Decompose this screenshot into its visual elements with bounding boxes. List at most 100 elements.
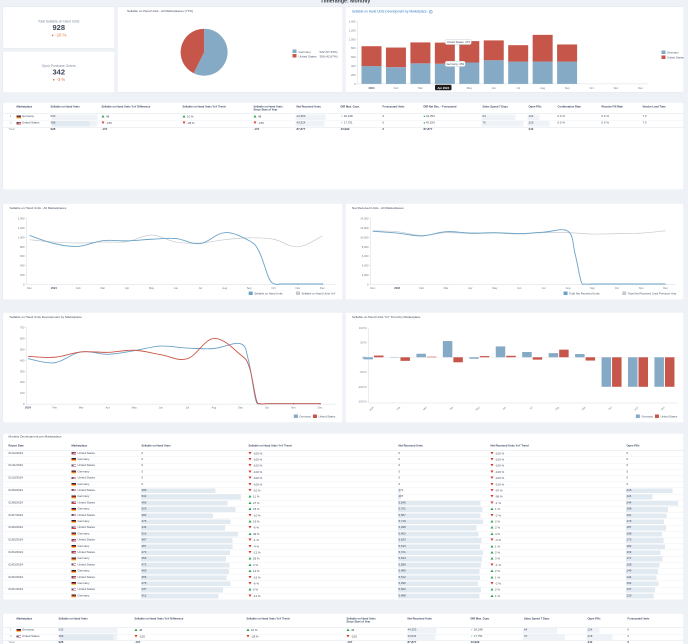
svg-text:10,000: 10,000 bbox=[360, 235, 369, 239]
svg-text:2,000: 2,000 bbox=[362, 273, 369, 277]
svg-text:Total Net Received Units: Total Net Received Units bbox=[569, 292, 600, 296]
svg-text:Oct: Oct bbox=[608, 406, 613, 411]
svg-text:May: May bbox=[132, 406, 138, 410]
svg-text:800: 800 bbox=[351, 46, 356, 50]
svg-text:May: May bbox=[149, 286, 155, 290]
svg-text:Sellable on Hand Units YoY: Sellable on Hand Units YoY bbox=[301, 292, 335, 296]
svg-text:6,000: 6,000 bbox=[362, 254, 369, 258]
svg-text:Oct: Oct bbox=[265, 406, 269, 410]
svg-text:-50 %: -50 % bbox=[359, 370, 367, 374]
svg-text:100: 100 bbox=[20, 391, 25, 395]
svg-text:Aug: Aug bbox=[555, 406, 561, 412]
svg-text:Mar: Mar bbox=[100, 286, 105, 290]
svg-text:Sep: Sep bbox=[247, 286, 252, 290]
svg-text:Apr 2024: Apr 2024 bbox=[437, 86, 449, 90]
svg-text:1,200: 1,200 bbox=[349, 28, 356, 32]
svg-text:100 %: 100 % bbox=[359, 326, 367, 330]
svg-text:United States: United States bbox=[299, 54, 318, 58]
svg-text:Aug: Aug bbox=[222, 286, 227, 290]
svg-text:0: 0 bbox=[23, 283, 25, 287]
svg-text:12,000: 12,000 bbox=[360, 226, 369, 230]
svg-text:Mar: Mar bbox=[444, 286, 449, 290]
svg-text:Germany: Germany bbox=[299, 50, 312, 54]
svg-text:Nov: Nov bbox=[639, 286, 644, 290]
svg-text:Sep: Sep bbox=[565, 86, 570, 90]
svg-text:Dec: Dec bbox=[663, 286, 668, 290]
svg-text:Total Net Received Units Previ: Total Net Received Units Previous Year bbox=[628, 292, 677, 296]
svg-text:Sellable on Hand Units: Sellable on Hand Units bbox=[254, 292, 283, 296]
svg-text:United States: United States bbox=[667, 56, 684, 60]
svg-text:Jul: Jul bbox=[186, 406, 190, 410]
svg-text:Oct: Oct bbox=[615, 286, 619, 290]
svg-text:Jul: Jul bbox=[516, 86, 520, 90]
svg-text:1,400: 1,400 bbox=[18, 217, 25, 221]
svg-text:2024: 2024 bbox=[369, 406, 375, 412]
svg-text:United States: 473: United States: 473 bbox=[447, 40, 470, 44]
svg-text:200: 200 bbox=[351, 73, 356, 77]
svg-text:Dec: Dec bbox=[661, 406, 667, 412]
svg-text:Nov: Nov bbox=[614, 86, 619, 90]
svg-text:50 %: 50 % bbox=[360, 341, 367, 345]
svg-text:Apr: Apr bbox=[106, 406, 110, 410]
svg-text:Oct: Oct bbox=[271, 286, 275, 290]
svg-text:Feb: Feb bbox=[419, 286, 424, 290]
svg-text:Jul: Jul bbox=[542, 286, 546, 290]
svg-text:Mar: Mar bbox=[418, 86, 423, 90]
svg-text:400: 400 bbox=[20, 358, 25, 362]
svg-text:0: 0 bbox=[367, 283, 369, 287]
svg-text:1,000: 1,000 bbox=[349, 37, 356, 41]
svg-text:Oct: Oct bbox=[589, 86, 593, 90]
svg-text:600: 600 bbox=[20, 254, 25, 258]
svg-text:United States: United States bbox=[660, 415, 677, 419]
svg-text:8,000: 8,000 bbox=[362, 245, 369, 249]
svg-text:Dec: Dec bbox=[320, 286, 325, 290]
svg-text:400: 400 bbox=[351, 64, 356, 68]
svg-text:700: 700 bbox=[20, 326, 25, 330]
svg-text:600: 600 bbox=[351, 55, 356, 59]
svg-text:Feb: Feb bbox=[396, 406, 402, 412]
svg-text:1,400: 1,400 bbox=[349, 19, 356, 23]
svg-text:Feb: Feb bbox=[52, 406, 57, 410]
svg-text:Aug: Aug bbox=[540, 86, 545, 90]
svg-text:0: 0 bbox=[354, 82, 356, 86]
svg-text:200: 200 bbox=[20, 273, 25, 277]
svg-text:Jun: Jun bbox=[517, 286, 522, 290]
svg-text:Dec: Dec bbox=[370, 286, 375, 290]
svg-text:0: 0 bbox=[23, 402, 25, 406]
svg-text:1,200: 1,200 bbox=[18, 226, 25, 230]
svg-text:-150 %: -150 % bbox=[358, 400, 367, 404]
svg-text:4,000: 4,000 bbox=[362, 264, 369, 268]
svg-text:2024: 2024 bbox=[394, 286, 400, 290]
svg-text:Nov: Nov bbox=[291, 406, 296, 410]
svg-text:May: May bbox=[492, 286, 498, 290]
svg-text:Feb: Feb bbox=[394, 86, 399, 90]
svg-text:Jun: Jun bbox=[174, 286, 179, 290]
svg-text:Dec: Dec bbox=[318, 406, 323, 410]
svg-text:Germany: Germany bbox=[667, 51, 679, 55]
svg-text:Mar: Mar bbox=[423, 406, 428, 411]
svg-text:Aug: Aug bbox=[211, 406, 216, 410]
svg-text:Jun: Jun bbox=[159, 406, 164, 410]
svg-text:532 (57.33%): 532 (57.33%) bbox=[319, 50, 337, 54]
svg-text:Apr: Apr bbox=[449, 406, 454, 411]
svg-text:Germany: 453: Germany: 453 bbox=[446, 62, 464, 66]
svg-text:Germany: Germany bbox=[299, 415, 311, 419]
svg-text:Jul: Jul bbox=[199, 286, 203, 290]
svg-text:Jul: Jul bbox=[529, 406, 534, 411]
svg-text:0 %: 0 % bbox=[362, 355, 367, 359]
svg-text:Dec: Dec bbox=[638, 86, 643, 90]
svg-text:Sep: Sep bbox=[581, 406, 587, 412]
svg-text:Aug: Aug bbox=[566, 286, 571, 290]
svg-text:2024: 2024 bbox=[51, 286, 57, 290]
svg-text:May: May bbox=[475, 406, 481, 412]
svg-text:Apr: Apr bbox=[125, 286, 129, 290]
svg-text:Feb: Feb bbox=[76, 286, 81, 290]
svg-text:Mar: Mar bbox=[79, 406, 84, 410]
svg-text:Germany: Germany bbox=[641, 415, 653, 419]
svg-text:396 (42.67%): 396 (42.67%) bbox=[319, 54, 337, 58]
svg-text:2024: 2024 bbox=[369, 86, 375, 90]
svg-text:1,000: 1,000 bbox=[18, 235, 25, 239]
svg-text:May: May bbox=[467, 86, 473, 90]
svg-text:Sep: Sep bbox=[590, 286, 595, 290]
svg-text:14,000: 14,000 bbox=[360, 217, 369, 221]
